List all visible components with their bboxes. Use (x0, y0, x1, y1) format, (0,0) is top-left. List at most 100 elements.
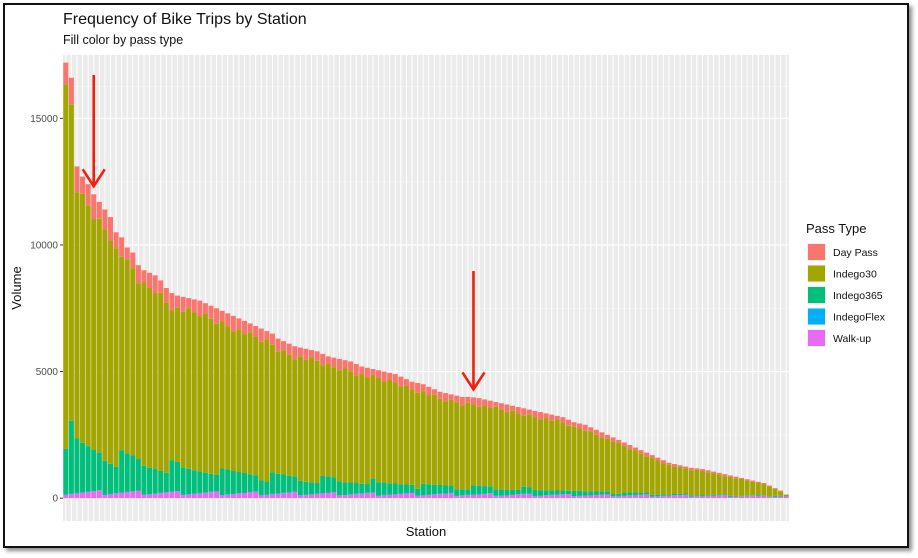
bar-segment (135, 283, 141, 460)
bar-segment (348, 494, 354, 499)
bar-segment (286, 343, 292, 355)
bar-segment (214, 308, 220, 324)
bar-segment (409, 381, 415, 390)
bar-segment (683, 468, 689, 494)
bar-segment (409, 389, 415, 485)
bar-segment (269, 493, 275, 495)
bar-segment (683, 466, 689, 469)
bar-segment (482, 399, 488, 406)
bar-segment (504, 404, 510, 412)
bar-segment (281, 341, 287, 351)
bar-segment (565, 494, 571, 499)
legend-label: Indego30 (833, 269, 877, 281)
bar-segment (476, 406, 482, 486)
bar-segment (604, 434, 611, 439)
bar-segment (320, 353, 326, 366)
bar-segment (666, 495, 672, 499)
bar-segment (163, 492, 169, 499)
bar-segment (498, 403, 504, 410)
bar-segment (565, 419, 571, 426)
legend-label: IndegoFlex (833, 312, 886, 324)
bar-segment (577, 428, 583, 491)
bar-segment (750, 496, 756, 499)
bar-segment (565, 490, 571, 495)
bar-segment (443, 393, 449, 402)
bar-segment (521, 415, 527, 487)
bar-segment (381, 381, 387, 483)
legend-label: Walk-up (833, 333, 871, 345)
bar-segment (465, 489, 471, 495)
bar-segment (247, 323, 253, 333)
bar-segment (292, 346, 298, 360)
bar-segment (711, 473, 717, 495)
bar-segment (325, 356, 331, 364)
bar-segment (443, 493, 449, 499)
bar-segment (96, 201, 102, 219)
bar-segment (554, 420, 560, 491)
bar-segment (191, 299, 197, 313)
bar-segment (348, 371, 354, 483)
bar-segment (80, 492, 86, 499)
bar-segment (515, 489, 521, 495)
bar-segment (744, 495, 750, 496)
bar-segment (130, 455, 136, 492)
bar-segment (124, 247, 130, 261)
bar-segment (169, 491, 175, 499)
bar-segment (672, 493, 678, 496)
bar-segment (230, 331, 236, 472)
bar-segment (342, 495, 348, 499)
bar-segment (342, 482, 348, 496)
bar-segment (225, 313, 231, 327)
bar-segment (431, 484, 437, 495)
bar-segment (158, 493, 164, 499)
legend-swatch (808, 308, 825, 325)
bar-segment (448, 399, 454, 486)
bar-segment (588, 427, 594, 432)
bar-segment (716, 495, 722, 499)
bar-segment (141, 495, 147, 499)
bar-segment (694, 495, 700, 497)
bar-segment (660, 463, 666, 495)
bar-segment (381, 371, 387, 382)
bar-segment (660, 495, 666, 497)
bar-segment (571, 490, 577, 497)
bar-segment (74, 492, 80, 494)
bar-segment (275, 493, 281, 499)
bar-segment (398, 386, 404, 485)
bar-segment (336, 358, 342, 371)
bar-segment (253, 491, 259, 499)
bar-segment (616, 442, 622, 494)
bar-segment (197, 316, 203, 472)
bar-segment (604, 494, 611, 495)
bar-segment (197, 300, 203, 317)
bar-segment (403, 493, 409, 499)
bar-segment (727, 497, 733, 499)
bar-segment (74, 166, 80, 193)
bar-segment (431, 394, 437, 485)
bar-segment (739, 478, 745, 496)
bar-segment (74, 438, 80, 493)
bar-segment (644, 452, 650, 457)
bar-segment (253, 337, 259, 476)
bar-segment (677, 465, 683, 467)
bar-segment (119, 450, 125, 493)
bar-segment (761, 495, 767, 499)
bar-segment (415, 392, 421, 489)
bar-segment (632, 447, 638, 451)
bar-segment (599, 437, 605, 492)
bar-segment (197, 471, 203, 493)
bar-segment (219, 468, 225, 496)
bar-segment (420, 384, 426, 392)
bar-segment (549, 414, 555, 421)
bar-segment (303, 495, 309, 499)
bar-segment (392, 374, 398, 383)
bar-segment (705, 470, 711, 473)
bar-segment (627, 492, 633, 496)
bar-segment (688, 496, 694, 497)
bar-segment (610, 493, 616, 497)
bar-segment (537, 490, 543, 496)
bar-segment (141, 465, 147, 495)
bar-segment (225, 494, 231, 499)
bar-segment (169, 293, 175, 311)
bar-segment (124, 453, 130, 492)
